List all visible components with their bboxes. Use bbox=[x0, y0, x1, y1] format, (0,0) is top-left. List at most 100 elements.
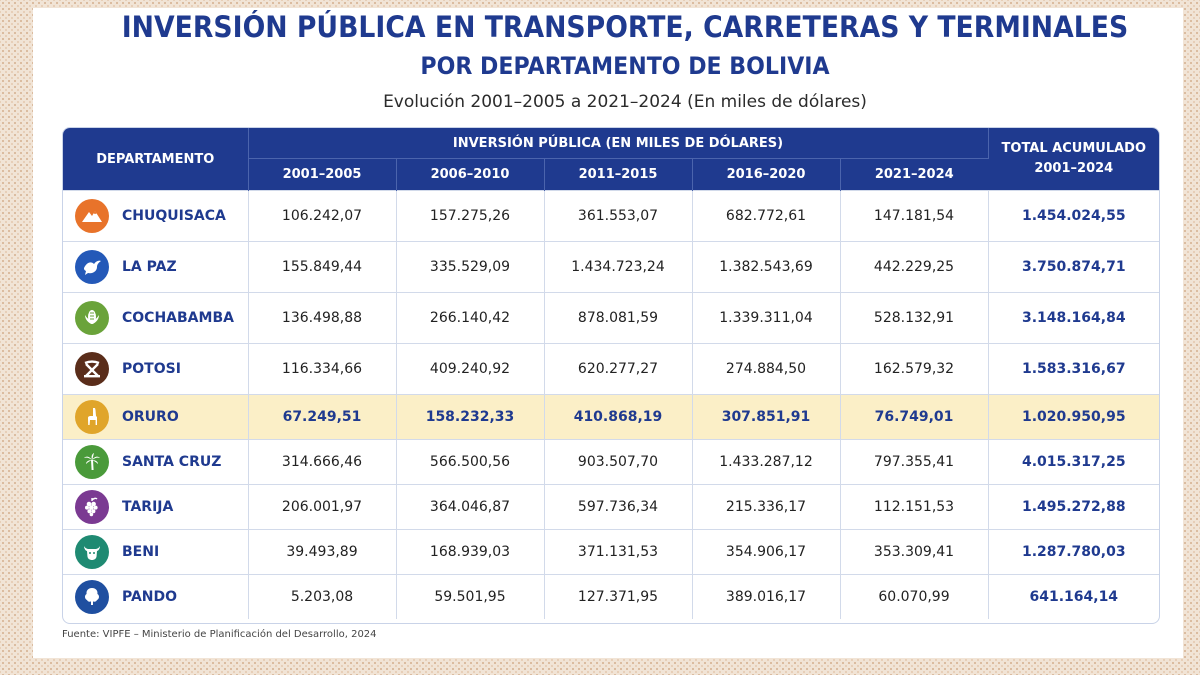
value-cell-2021-2024: 528.132,91 bbox=[840, 292, 989, 344]
value-cell-2011-2015: 1.434.723,24 bbox=[544, 241, 693, 293]
cow-icon bbox=[75, 535, 109, 569]
value-cell-2016-2020: 307.851,91 bbox=[692, 394, 841, 440]
total-cell: 3.750.874,71 bbox=[988, 241, 1159, 293]
investment-table: DEPARTAMENTO INVERSIÓN PÚBLICA (EN MILES… bbox=[62, 127, 1160, 624]
value-cell-2001-2005: 136.498,88 bbox=[248, 292, 397, 344]
source-note: Fuente: VIPFE – Ministerio de Planificac… bbox=[62, 629, 377, 640]
value-cell-2016-2020: 215.336,17 bbox=[692, 484, 841, 530]
value-cell-2016-2020: 274.884,50 bbox=[692, 343, 841, 395]
department-label: SANTA CRUZ bbox=[75, 445, 248, 479]
header-period: 2021–2024 bbox=[840, 158, 989, 191]
department-cell: SANTA CRUZ bbox=[63, 439, 249, 485]
total-cell: 641.164,14 bbox=[988, 574, 1159, 619]
value-cell-2016-2020: 1.433.287,12 bbox=[692, 439, 841, 485]
value-cell-2001-2005: 314.666,46 bbox=[248, 439, 397, 485]
header-period: 2006–2010 bbox=[396, 158, 545, 191]
header-total: TOTAL ACUMULADO 2001–2024 bbox=[988, 128, 1159, 191]
department-name: POTOSI bbox=[122, 361, 181, 377]
header-period: 2011–2015 bbox=[544, 158, 693, 191]
value-cell-2006-2010: 364.046,87 bbox=[396, 484, 545, 530]
value-cell-2001-2005: 155.849,44 bbox=[248, 241, 397, 293]
total-cell: 1.454.024,55 bbox=[988, 190, 1159, 242]
department-name: LA PAZ bbox=[122, 259, 177, 275]
department-label: COCHABAMBA bbox=[75, 301, 248, 335]
dove-icon bbox=[75, 250, 109, 284]
department-name: SANTA CRUZ bbox=[122, 454, 222, 470]
palm-tree-icon bbox=[75, 445, 109, 479]
value-cell-2016-2020: 389.016,17 bbox=[692, 574, 841, 619]
value-cell-2011-2015: 361.553,07 bbox=[544, 190, 693, 242]
department-label: ORURO bbox=[75, 400, 248, 434]
total-cell: 1.583.316,67 bbox=[988, 343, 1159, 395]
department-label: POTOSI bbox=[75, 352, 248, 386]
value-cell-2006-2010: 566.500,56 bbox=[396, 439, 545, 485]
value-cell-2011-2015: 597.736,34 bbox=[544, 484, 693, 530]
department-name: BENI bbox=[122, 544, 160, 560]
department-name: ORURO bbox=[122, 409, 179, 425]
value-cell-2006-2010: 59.501,95 bbox=[396, 574, 545, 619]
value-cell-2011-2015: 620.277,27 bbox=[544, 343, 693, 395]
department-label: LA PAZ bbox=[75, 250, 248, 284]
header-total-line-2: 2001–2024 bbox=[1034, 161, 1114, 176]
department-cell: BENI bbox=[63, 529, 249, 575]
value-cell-2021-2024: 76.749,01 bbox=[840, 394, 989, 440]
pickaxe-icon bbox=[75, 352, 109, 386]
header-period: 2016–2020 bbox=[692, 158, 841, 191]
table-row-potosi: POTOSI 116.334,66 409.240,92 620.277,27 274.… bbox=[63, 343, 1159, 395]
value-cell-2006-2010: 335.529,09 bbox=[396, 241, 545, 293]
header-department: DEPARTAMENTO bbox=[63, 128, 249, 191]
department-name: COCHABAMBA bbox=[122, 310, 234, 326]
value-cell-2021-2024: 60.070,99 bbox=[840, 574, 989, 619]
total-cell: 1.020.950,95 bbox=[988, 394, 1159, 440]
value-cell-2011-2015: 410.868,19 bbox=[544, 394, 693, 440]
total-cell: 3.148.164,84 bbox=[988, 292, 1159, 344]
table-row-beni: BENI 39.493,89 168.939,03 371.131,53 354.906… bbox=[63, 529, 1159, 575]
value-cell-2016-2020: 354.906,17 bbox=[692, 529, 841, 575]
value-cell-2001-2005: 106.242,07 bbox=[248, 190, 397, 242]
department-cell: TARIJA bbox=[63, 484, 249, 530]
department-cell: POTOSI bbox=[63, 343, 249, 395]
header-total-line-1: TOTAL ACUMULADO bbox=[1001, 141, 1147, 156]
value-cell-2021-2024: 442.229,25 bbox=[840, 241, 989, 293]
value-cell-2006-2010: 168.939,03 bbox=[396, 529, 545, 575]
value-cell-2016-2020: 1.339.311,04 bbox=[692, 292, 841, 344]
department-label: PANDO bbox=[75, 580, 248, 614]
value-cell-2016-2020: 682.772,61 bbox=[692, 190, 841, 242]
total-cell: 4.015.317,25 bbox=[988, 439, 1159, 485]
value-cell-2001-2005: 67.249,51 bbox=[248, 394, 397, 440]
value-cell-2006-2010: 157.275,26 bbox=[396, 190, 545, 242]
table-row-la-paz: LA PAZ 155.849,44 335.529,09 1.434.723,24 1.… bbox=[63, 241, 1159, 293]
value-cell-2001-2005: 39.493,89 bbox=[248, 529, 397, 575]
department-name: TARIJA bbox=[122, 499, 174, 515]
value-cell-2021-2024: 162.579,32 bbox=[840, 343, 989, 395]
total-cell: 1.495.272,88 bbox=[988, 484, 1159, 530]
value-cell-2021-2024: 797.355,41 bbox=[840, 439, 989, 485]
tree-icon bbox=[75, 580, 109, 614]
value-cell-2001-2005: 206.001,97 bbox=[248, 484, 397, 530]
value-cell-2001-2005: 116.334,66 bbox=[248, 343, 397, 395]
value-cell-2011-2015: 878.081,59 bbox=[544, 292, 693, 344]
value-cell-2011-2015: 127.371,95 bbox=[544, 574, 693, 619]
total-cell: 1.287.780,03 bbox=[988, 529, 1159, 575]
llama-icon bbox=[75, 400, 109, 434]
grapes-icon bbox=[75, 490, 109, 524]
value-cell-2016-2020: 1.382.543,69 bbox=[692, 241, 841, 293]
value-cell-2006-2010: 266.140,42 bbox=[396, 292, 545, 344]
department-name: PANDO bbox=[122, 589, 178, 605]
value-cell-2006-2010: 409.240,92 bbox=[396, 343, 545, 395]
title-line-1: INVERSIÓN PÚBLICA EN TRANSPORTE, CARRETE… bbox=[121, 10, 1129, 44]
table-row-tarija: TARIJA 206.001,97 364.046,87 597.736,34 215.… bbox=[63, 484, 1159, 530]
value-cell-2011-2015: 903.507,70 bbox=[544, 439, 693, 485]
department-cell: CHUQUISACA bbox=[63, 190, 249, 242]
table-row-cochabamba: COCHABAMBA 136.498,88 266.140,42 878.081,59… bbox=[63, 292, 1159, 344]
department-label: BENI bbox=[75, 535, 248, 569]
table-row-chuquisaca: CHUQUISACA 106.242,07 157.275,26 361.553,07… bbox=[63, 190, 1159, 242]
department-label: TARIJA bbox=[75, 490, 248, 524]
table-row-pando: PANDO 5.203,08 59.501,95 127.371,95 389.016,… bbox=[63, 574, 1159, 619]
subtitle: Evolución 2001–2005 a 2021–2024 (En mile… bbox=[383, 92, 867, 112]
value-cell-2001-2005: 5.203,08 bbox=[248, 574, 397, 619]
table-row-oruro: ORURO 67.249,51 158.232,33 410.868,19 307.85… bbox=[63, 394, 1159, 440]
value-cell-2021-2024: 147.181,54 bbox=[840, 190, 989, 242]
department-cell: LA PAZ bbox=[63, 241, 249, 293]
value-cell-2021-2024: 353.309,41 bbox=[840, 529, 989, 575]
